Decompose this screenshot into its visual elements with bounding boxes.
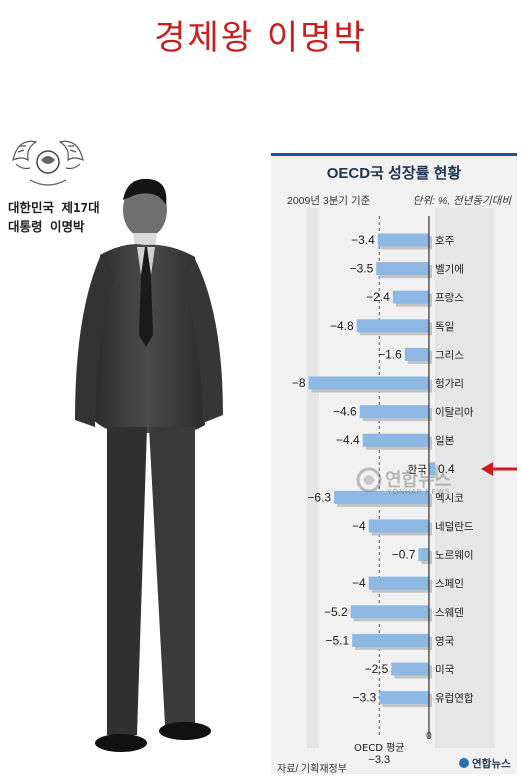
category-label: 멕시코 bbox=[435, 492, 464, 504]
caption-line-1: 대한민국 제17대 bbox=[8, 200, 100, 215]
bar bbox=[359, 405, 429, 419]
data-source: 자료/ 기획재정부 bbox=[277, 764, 347, 775]
value-label: −3.4 bbox=[351, 233, 375, 247]
category-label: 벨기에 bbox=[435, 264, 464, 276]
category-label: 헝가리 bbox=[435, 378, 464, 390]
value-label: −4 bbox=[352, 576, 366, 590]
bar bbox=[350, 605, 429, 619]
category-label: 프랑스 bbox=[435, 292, 464, 304]
value-label: −3.5 bbox=[350, 262, 374, 276]
category-label: 이탈리아 bbox=[435, 406, 474, 419]
bar bbox=[368, 519, 429, 533]
value-label: −0.7 bbox=[392, 548, 416, 562]
standing-man-photo bbox=[75, 178, 223, 752]
bar bbox=[334, 490, 429, 504]
yonhap-logo: 연합뉴스 bbox=[459, 756, 511, 771]
grid-stripe bbox=[434, 208, 495, 748]
bar bbox=[368, 576, 429, 590]
caption-line-2: 대통령 이명박 bbox=[8, 219, 85, 234]
bar bbox=[418, 548, 429, 562]
category-label: 한국 bbox=[408, 464, 428, 476]
headline: 경제왕 이명박 bbox=[154, 18, 367, 58]
value-label: 0.4 bbox=[438, 462, 455, 476]
bar bbox=[391, 662, 429, 676]
value-label: −2.5 bbox=[365, 662, 389, 676]
value-label: −6.3 bbox=[307, 490, 331, 504]
value-label: −3.3 bbox=[353, 691, 377, 705]
watermark-text: 연합뉴스 bbox=[385, 470, 452, 490]
watermark: 연합뉴스 YONHAP NEWS bbox=[355, 462, 465, 506]
grid-stripe bbox=[307, 208, 319, 748]
bar bbox=[404, 347, 429, 361]
value-label: −4 bbox=[352, 519, 366, 533]
category-label: 영국 bbox=[435, 635, 455, 647]
bar-chart-plot: −3.4 호주 −3.5 벨기에 −2.4 프랑스 −4.8 독일 −1.6 그리스 −8 헝가리 −4… bbox=[292, 208, 495, 766]
highlight-arrow-icon bbox=[481, 462, 517, 476]
value-label: −1.6 bbox=[378, 347, 402, 361]
logo-text: 연합뉴스 bbox=[472, 758, 511, 770]
category-label: 스페인 bbox=[435, 578, 464, 590]
watermark-subtext: YONHAP NEWS bbox=[387, 489, 451, 496]
category-label: 네덜란드 bbox=[435, 521, 474, 533]
category-label: 호주 bbox=[435, 235, 455, 247]
zero-tick-label: 0 bbox=[426, 731, 432, 742]
bar bbox=[362, 433, 429, 447]
value-label: −8 bbox=[292, 376, 306, 390]
category-label: 유럽연합 bbox=[435, 692, 474, 705]
bar bbox=[379, 691, 429, 705]
average-value-label: −3.3 bbox=[368, 754, 390, 766]
value-label: −4.8 bbox=[330, 319, 354, 333]
growth-chart: OECD국 성장률 현황 2009년 3분기 기준 단위: %, 전년동기대비 … bbox=[271, 153, 517, 775]
chart-unit-note: 단위: %, 전년동기대비 bbox=[412, 195, 511, 207]
category-label: 미국 bbox=[435, 664, 455, 676]
average-label: OECD 평균 bbox=[354, 742, 404, 754]
bar bbox=[308, 376, 429, 390]
bar bbox=[352, 633, 429, 647]
bar bbox=[356, 319, 429, 333]
category-label: 독일 bbox=[435, 320, 454, 333]
value-label: −4.4 bbox=[336, 433, 360, 447]
bar bbox=[376, 262, 429, 276]
bar bbox=[377, 233, 429, 247]
value-label: −5.1 bbox=[325, 633, 349, 647]
portrait-panel: 대한민국 제17대 대통령 이명박 bbox=[0, 120, 265, 770]
value-label: −4.6 bbox=[333, 405, 357, 419]
watermark-logo-icon bbox=[356, 467, 382, 493]
value-label: −5.2 bbox=[324, 605, 348, 619]
phoenix-emblem-icon bbox=[12, 140, 84, 186]
portrait-caption: 대한민국 제17대 대통령 이명박 bbox=[8, 198, 100, 236]
category-label: 일본 bbox=[435, 434, 455, 447]
logo-dot-icon bbox=[459, 758, 469, 768]
category-label: 그리스 bbox=[435, 349, 464, 361]
chart-title: OECD국 성장률 현황 bbox=[326, 165, 462, 182]
category-label: 노르웨이 bbox=[435, 550, 474, 562]
chart-subtitle: 2009년 3분기 기준 bbox=[287, 195, 371, 207]
bar bbox=[392, 290, 429, 304]
category-label: 스웨덴 bbox=[435, 607, 464, 619]
bar bbox=[428, 462, 435, 476]
value-label: −2.4 bbox=[366, 290, 390, 304]
